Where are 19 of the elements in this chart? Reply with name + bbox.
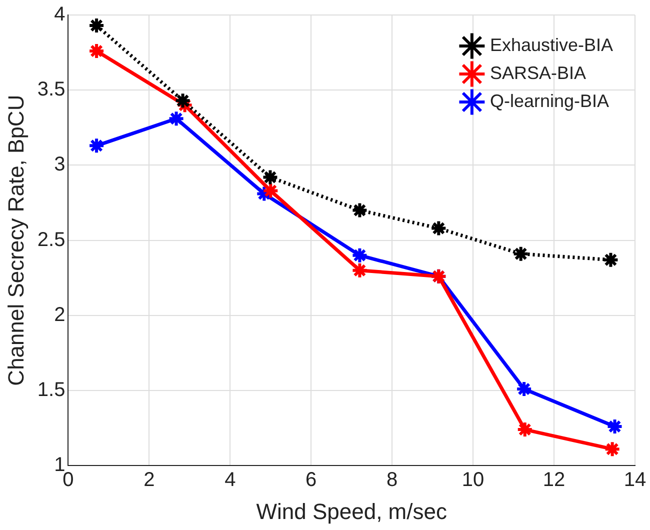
y-tick-label: 3.5 xyxy=(37,78,66,101)
x-tick-label: 8 xyxy=(386,469,398,492)
y-tick-label: 1.5 xyxy=(37,379,66,402)
legend-label: Exhaustive-BIA xyxy=(490,34,614,55)
x-tick-label: 14 xyxy=(624,469,646,492)
x-tick-label: 12 xyxy=(542,469,566,492)
x-tick-label: 0 xyxy=(62,469,74,492)
y-tick-label: 2 xyxy=(54,304,66,326)
x-tick-label: 2 xyxy=(144,469,155,492)
x-tick-label: 4 xyxy=(224,469,236,492)
y-tick-label: 2.5 xyxy=(37,228,66,251)
legend-label: SARSA-BIA xyxy=(490,62,586,83)
y-axis-title: Channel Secrecy Rate, BpCU xyxy=(3,94,28,386)
x-tick-label: 10 xyxy=(462,469,484,492)
y-tick-label: 4 xyxy=(54,4,66,26)
y-tick-label: 3 xyxy=(54,154,66,176)
legend-label: Q-learning-BIA xyxy=(490,90,610,111)
x-axis-title: Wind Speed, m/sec xyxy=(256,498,447,524)
x-tick-label: 6 xyxy=(306,469,317,492)
